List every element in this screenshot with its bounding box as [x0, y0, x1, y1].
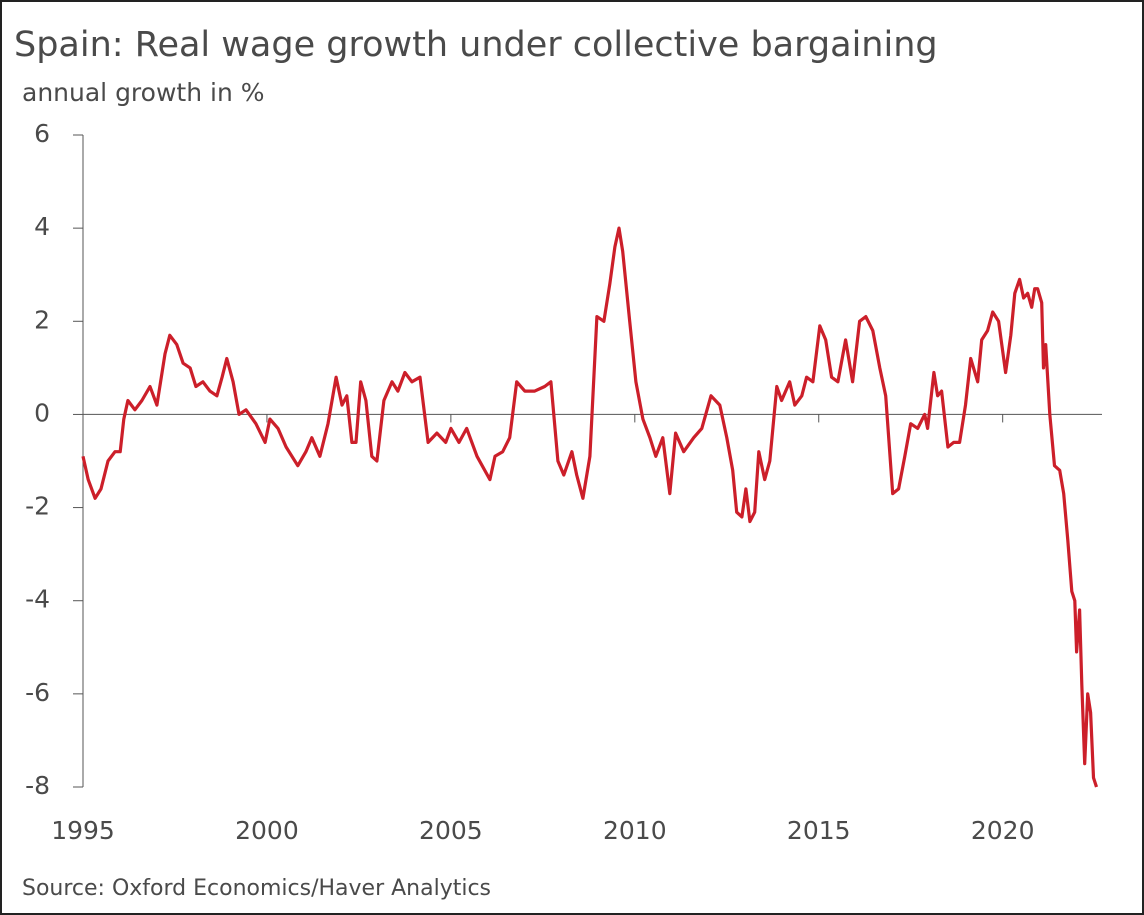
y-tick-label: 4: [34, 212, 50, 241]
y-tick-label: -2: [25, 492, 50, 521]
y-tick-label: -8: [25, 771, 50, 800]
y-tick-label: 0: [34, 398, 50, 427]
x-tick-label: 2010: [603, 816, 667, 845]
y-tick-label: -4: [25, 585, 50, 614]
x-tick-label: 2005: [419, 816, 483, 845]
y-tick-label: 2: [34, 305, 50, 334]
x-tick-label: 2015: [787, 816, 851, 845]
x-tick-label: 1995: [51, 816, 115, 845]
chart-subtitle: annual growth in %: [22, 78, 265, 107]
x-tick-label: 2000: [235, 816, 299, 845]
chart-title: Spain: Real wage growth under collective…: [14, 25, 938, 65]
source: Source: Oxford Economics/Haver Analytics: [22, 876, 491, 901]
y-tick-label: 6: [34, 119, 50, 148]
data-line: [81, 226, 1099, 788]
y-tick-label: -6: [25, 678, 50, 707]
x-tick-label: 2020: [971, 816, 1035, 845]
